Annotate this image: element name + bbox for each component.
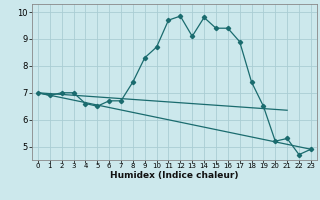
X-axis label: Humidex (Indice chaleur): Humidex (Indice chaleur) bbox=[110, 171, 239, 180]
